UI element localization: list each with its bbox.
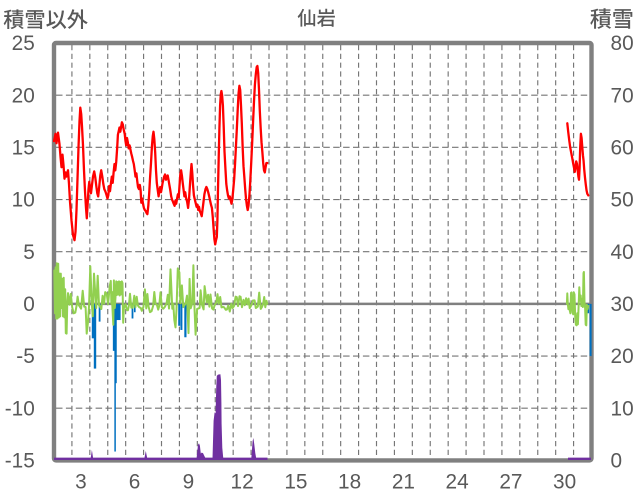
svg-text:15: 15: [284, 470, 307, 493]
svg-text:30: 30: [611, 293, 634, 316]
svg-text:25: 25: [12, 32, 35, 55]
svg-text:15: 15: [12, 137, 35, 160]
svg-text:10: 10: [12, 189, 35, 212]
svg-text:6: 6: [129, 470, 141, 493]
svg-text:-10: -10: [5, 397, 35, 420]
svg-text:-5: -5: [16, 345, 35, 368]
svg-text:27: 27: [499, 470, 522, 493]
svg-text:20: 20: [611, 345, 634, 368]
svg-text:0: 0: [611, 450, 623, 473]
svg-text:60: 60: [611, 137, 634, 160]
svg-text:20: 20: [12, 84, 35, 107]
svg-text:80: 80: [611, 32, 634, 55]
svg-text:10: 10: [611, 397, 634, 420]
svg-text:0: 0: [23, 293, 35, 316]
svg-text:5: 5: [23, 241, 35, 264]
svg-text:18: 18: [338, 470, 361, 493]
svg-text:50: 50: [611, 189, 634, 212]
svg-text:3: 3: [75, 470, 87, 493]
svg-text:30: 30: [553, 470, 576, 493]
svg-text:12: 12: [231, 470, 254, 493]
svg-text:70: 70: [611, 84, 634, 107]
svg-text:-15: -15: [5, 450, 35, 473]
svg-text:9: 9: [183, 470, 195, 493]
svg-text:21: 21: [392, 470, 415, 493]
svg-text:40: 40: [611, 241, 634, 264]
svg-text:24: 24: [446, 470, 469, 493]
